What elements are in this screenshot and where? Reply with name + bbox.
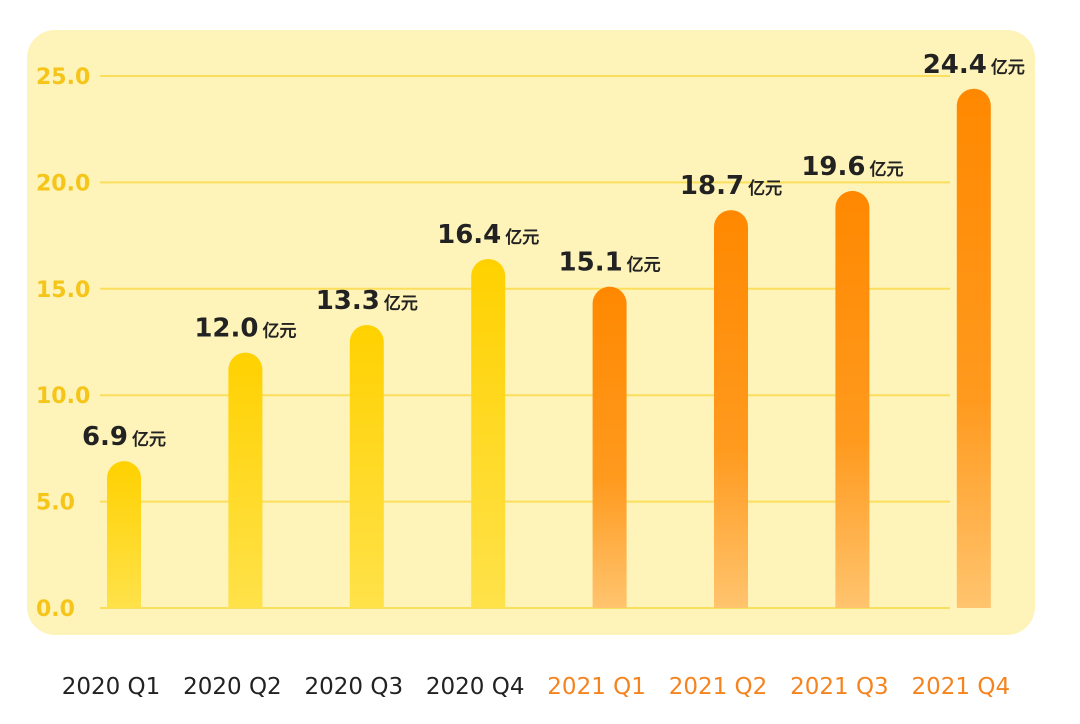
y-tick-label: 15.0	[36, 278, 90, 303]
y-tick-label: 20.0	[36, 171, 90, 196]
chart-panel	[27, 30, 1035, 635]
category-label: 2020 Q1	[62, 674, 161, 700]
value-label: 6.9 亿元	[82, 422, 166, 452]
category-label: 2021 Q4	[912, 674, 1011, 700]
value-label: 13.3 亿元	[316, 286, 418, 316]
bar	[107, 461, 141, 608]
value-label: 16.4 亿元	[437, 220, 539, 250]
value-label: 24.4 亿元	[923, 50, 1025, 80]
bar	[835, 190, 870, 609]
value-label: 15.1 亿元	[559, 248, 661, 278]
category-label: 2020 Q4	[426, 674, 525, 700]
value-label: 18.7 亿元	[680, 171, 782, 201]
bar	[471, 259, 506, 608]
category-label: 2021 Q1	[547, 674, 646, 700]
y-tick-label: 10.0	[36, 384, 90, 409]
y-axis-ticks: 0.0 5.0 10.0 15.0 20.0 25.0	[36, 65, 90, 622]
category-label: 2020 Q2	[183, 674, 282, 700]
bar	[714, 210, 748, 608]
category-label: 2020 Q3	[305, 674, 404, 700]
y-tick-label: 25.0	[36, 65, 90, 90]
value-label: 19.6 亿元	[801, 152, 903, 182]
bar	[956, 88, 991, 608]
y-tick-label: 0.0	[36, 597, 75, 622]
bar	[349, 324, 384, 608]
value-labels: 6.9 亿元 12.0 亿元 13.3 亿元 16.4 亿元 15.1 亿元 18.7 亿元 19.6 亿…	[82, 50, 1025, 452]
bar	[592, 286, 627, 608]
category-label: 2021 Q3	[790, 674, 889, 700]
y-tick-label: 5.0	[36, 491, 75, 516]
x-axis-labels: 2020 Q1 2020 Q2 2020 Q3 2020 Q4 2021 Q1 2021 …	[62, 674, 1010, 700]
value-label: 12.0 亿元	[194, 314, 296, 344]
category-label: 2021 Q2	[669, 674, 768, 700]
bars	[107, 88, 991, 609]
bar	[228, 352, 263, 608]
